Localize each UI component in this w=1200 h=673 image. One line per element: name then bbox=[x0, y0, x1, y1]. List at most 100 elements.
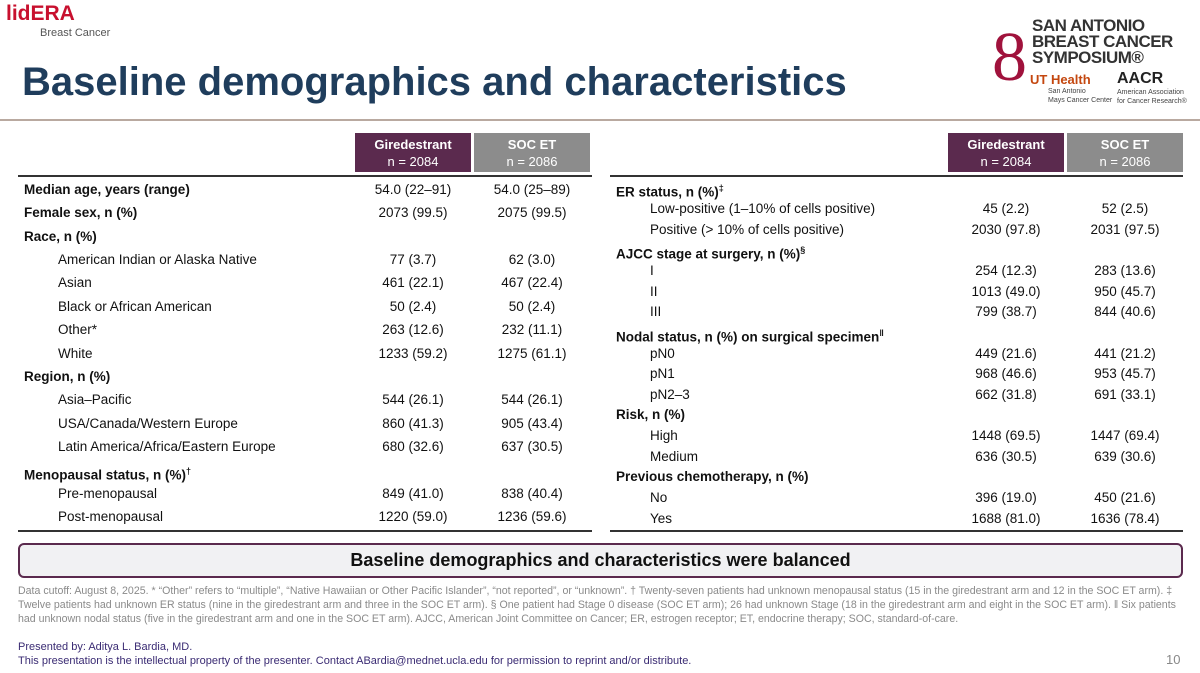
label-text: pN0 bbox=[650, 345, 675, 361]
column-header: SOC ET n = 2086 bbox=[474, 133, 590, 172]
row-label: AJCC stage at surgery, n (%)§ bbox=[616, 240, 805, 265]
label-text: Race, n (%) bbox=[24, 228, 97, 244]
cell-value: 799 (38.7) bbox=[975, 304, 1037, 320]
rule bbox=[18, 175, 592, 177]
row-label: Region, n (%) bbox=[24, 367, 110, 387]
banner: Baseline demographics and characteristic… bbox=[18, 543, 1183, 578]
cell-value: 45 (2.2) bbox=[982, 200, 1030, 216]
cell-value: 1447 (69.4) bbox=[1090, 428, 1160, 444]
column-n: n = 2084 bbox=[980, 154, 1032, 169]
row-label: Yes bbox=[650, 509, 672, 529]
cell-value: 450 (21.6) bbox=[1094, 490, 1156, 506]
column-name: Giredestrant bbox=[374, 137, 452, 152]
cell-value: 953 (45.7) bbox=[1094, 366, 1156, 382]
row-label: Positive (> 10% of cells positive) bbox=[650, 220, 844, 240]
row-label: Pre-menopausal bbox=[58, 484, 157, 504]
label-text: Median age, years (range) bbox=[24, 181, 190, 197]
cell-value: 1275 (61.1) bbox=[497, 345, 567, 361]
cell-value: 62 (3.0) bbox=[508, 251, 556, 267]
cell-value: 849 (41.0) bbox=[382, 485, 444, 501]
cell-value: 441 (21.2) bbox=[1094, 345, 1156, 361]
cell-value: 2030 (97.8) bbox=[971, 221, 1041, 237]
rule bbox=[610, 175, 1183, 177]
cell-value: 54.0 (25–89) bbox=[493, 181, 571, 197]
cell-value: 263 (12.6) bbox=[382, 322, 444, 338]
logo-line: SAN ANTONIO bbox=[1032, 16, 1145, 35]
cell-value: 968 (46.6) bbox=[975, 366, 1037, 382]
logo-line: for Cancer Research® bbox=[1117, 98, 1187, 105]
rule bbox=[610, 530, 1183, 532]
cell-value: 544 (26.1) bbox=[382, 392, 444, 408]
label-text: Previous chemotherapy, n (%) bbox=[616, 469, 809, 485]
row-label: I bbox=[650, 261, 654, 281]
label-text: No bbox=[650, 490, 668, 506]
column-name: Giredestrant bbox=[967, 137, 1045, 152]
row-label: Race, n (%) bbox=[24, 227, 97, 247]
row-label: III bbox=[650, 302, 661, 322]
sabcs-logo: SAN ANTONIO BREAST CANCER SYMPOSIUM® bbox=[1032, 16, 1173, 67]
row-label: Menopausal status, n (%)† bbox=[24, 461, 191, 486]
label-text: White bbox=[58, 345, 93, 361]
column-n: n = 2086 bbox=[506, 154, 558, 169]
logo-line: SYMPOSIUM® bbox=[1032, 48, 1144, 67]
label-text: Menopausal status, n (%) bbox=[24, 467, 187, 482]
cell-value: 1636 (78.4) bbox=[1090, 510, 1160, 526]
title-rule bbox=[0, 119, 1200, 121]
cell-value: 844 (40.6) bbox=[1094, 304, 1156, 320]
label-text: Black or African American bbox=[58, 298, 212, 314]
label-text: Medium bbox=[650, 448, 699, 464]
column-header: SOC ET n = 2086 bbox=[1067, 133, 1183, 172]
cell-value: 637 (30.5) bbox=[501, 439, 563, 455]
ut-logo: UT Health bbox=[1030, 72, 1091, 87]
label-text: Asian bbox=[58, 275, 92, 291]
label-text: Female sex, n (%) bbox=[24, 205, 138, 221]
cell-value: 838 (40.4) bbox=[501, 485, 563, 501]
footnote-mark: † bbox=[186, 465, 192, 476]
property: This presentation is the intellectual pr… bbox=[18, 655, 692, 667]
row-label: Asia–Pacific bbox=[58, 390, 132, 410]
cell-value: 2031 (97.5) bbox=[1090, 221, 1160, 237]
row-label: Median age, years (range) bbox=[24, 180, 190, 200]
cell-value: 636 (30.5) bbox=[975, 448, 1037, 464]
cell-value: 54.0 (22–91) bbox=[374, 181, 452, 197]
label-text: Post-menopausal bbox=[58, 509, 164, 525]
logo-line: American Association bbox=[1117, 89, 1184, 96]
label-text: pN2–3 bbox=[650, 386, 690, 402]
cell-value: 77 (3.7) bbox=[389, 251, 437, 267]
cell-value: 860 (41.3) bbox=[382, 415, 444, 431]
cell-value: 662 (31.8) bbox=[975, 386, 1037, 402]
label-text: Asia–Pacific bbox=[58, 392, 132, 408]
cell-value: 396 (19.0) bbox=[975, 490, 1037, 506]
title: Baseline demographics and characteristic… bbox=[22, 60, 847, 104]
row-label: ER status, n (%)‡ bbox=[616, 178, 724, 203]
cell-value: 50 (2.4) bbox=[389, 298, 437, 314]
cell-value: 680 (32.6) bbox=[382, 439, 444, 455]
label-text: Region, n (%) bbox=[24, 368, 111, 384]
logo-line: San Antonio bbox=[1048, 88, 1086, 95]
label-text: ER status, n (%) bbox=[616, 184, 719, 200]
label-text: Nodal status, n (%) on surgical specimen bbox=[616, 329, 880, 345]
row-label: Previous chemotherapy, n (%) bbox=[616, 467, 809, 487]
label-text: Yes bbox=[650, 510, 673, 526]
label-text: I bbox=[650, 262, 654, 278]
cell-value: 1236 (59.6) bbox=[497, 509, 567, 525]
row-label: pN1 bbox=[650, 364, 675, 384]
row-label: Other* bbox=[58, 320, 97, 340]
footnote-mark: ‡ bbox=[718, 183, 724, 194]
label-text: Other* bbox=[58, 322, 98, 338]
rule bbox=[18, 530, 592, 532]
label-text: II bbox=[650, 283, 658, 299]
label-text: Positive (> 10% of cells positive) bbox=[650, 221, 844, 237]
page-number: 10 bbox=[1166, 652, 1181, 667]
cell-value: 254 (12.3) bbox=[975, 262, 1037, 278]
cell-value: 2075 (99.5) bbox=[497, 205, 567, 221]
cell-value: 950 (45.7) bbox=[1094, 283, 1156, 299]
column-name: SOC ET bbox=[507, 137, 557, 152]
row-label: White bbox=[58, 344, 93, 364]
cell-value: 544 (26.1) bbox=[501, 392, 563, 408]
cell-value: 467 (22.4) bbox=[501, 275, 563, 291]
row-label: No bbox=[650, 488, 667, 508]
cell-value: 1233 (59.2) bbox=[378, 345, 448, 361]
cell-value: 461 (22.1) bbox=[382, 275, 444, 291]
